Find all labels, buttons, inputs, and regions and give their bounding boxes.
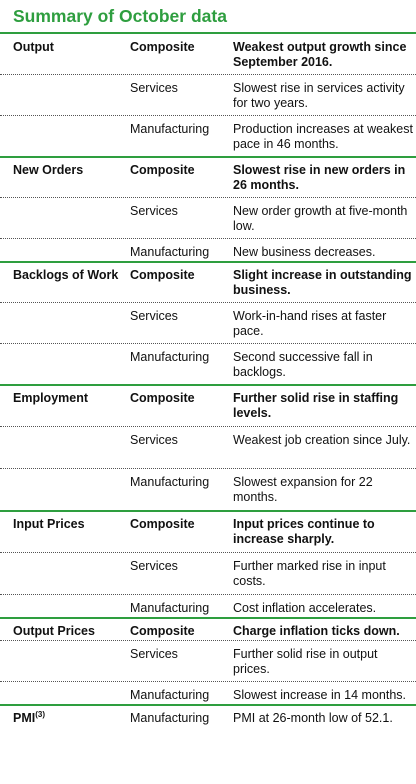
summary-text: Slowest increase in 14 months.: [233, 688, 407, 702]
section-label: Output Prices: [13, 624, 95, 638]
page-title: Summary of October data: [13, 6, 227, 26]
table-row: Services Further solid rise in output pri…: [0, 641, 416, 682]
section-divider: [0, 704, 416, 706]
title-rule: [0, 32, 416, 34]
sector-label: Composite: [130, 268, 195, 282]
table-row: Services New order growth at five-month l…: [0, 198, 416, 239]
summary-text: Further solid rise in output prices.: [233, 647, 378, 676]
row-divider: [0, 74, 416, 75]
summary-text: Cost inflation accelerates.: [233, 601, 377, 615]
summary-text: Slowest expansion for 22 months.: [233, 475, 373, 504]
row-divider: [0, 115, 416, 116]
row-divider: [0, 238, 416, 239]
table-row: Backlogs of Work Composite Slight increase…: [0, 262, 416, 303]
summary-text: Slowest rise in new orders in 26 months.: [233, 163, 406, 192]
row-divider: [0, 594, 416, 595]
summary-text: Further marked rise in input costs.: [233, 559, 386, 588]
table-row: Manufacturing Second successive fall in b…: [0, 344, 416, 385]
sector-label: Services: [130, 559, 178, 573]
summary-text: Second successive fall in backlogs.: [233, 350, 373, 379]
table-row: Output Prices Composite Charge inflation t…: [0, 618, 416, 641]
row-divider: [0, 468, 416, 469]
sector-label: Manufacturing: [130, 601, 210, 615]
sector-label: Composite: [130, 40, 195, 54]
table-row: New Orders Composite Slowest rise in new o…: [0, 157, 416, 198]
summary-text: Slight increase in outstanding business.: [233, 268, 412, 297]
sector-label: Services: [130, 309, 178, 323]
section-divider: [0, 261, 416, 263]
summary-text: Slowest rise in services activity for tw…: [233, 81, 405, 110]
section-label: New Orders: [13, 163, 84, 177]
sector-label: Composite: [130, 391, 195, 405]
section-label: Output: [13, 40, 54, 54]
table-row: Services Slowest rise in services activit…: [0, 75, 416, 116]
section-divider: [0, 384, 416, 386]
row-divider: [0, 640, 416, 641]
table-row: Employment Composite Further solid rise in…: [0, 385, 416, 427]
section-label: Input Prices: [13, 517, 85, 531]
table-row: Manufacturing Production increases at wea…: [0, 116, 416, 157]
row-divider: [0, 681, 416, 682]
sector-label: Services: [130, 433, 178, 447]
table-row: Services Work-in-hand rises at faster pac…: [0, 303, 416, 344]
summary-text: Weakest output growth since September 20…: [233, 40, 407, 69]
sector-label: Composite: [130, 624, 195, 638]
row-divider: [0, 302, 416, 303]
table-row: Services Weakest job creation since July.: [0, 427, 416, 469]
table-row: PMI(3) Manufacturing PMI at 26-month low o…: [0, 705, 416, 728]
table-row: Manufacturing New business decreases.: [0, 239, 416, 262]
sector-label: Services: [130, 204, 178, 218]
section-label: Employment: [13, 391, 89, 405]
table-row: Manufacturing Slowest expansion for 22 mo…: [0, 469, 416, 511]
footnote-marker: (3): [35, 709, 46, 719]
table-row: Input Prices Composite Input prices contin…: [0, 511, 416, 553]
section-label: Backlogs of Work: [13, 268, 119, 282]
row-divider: [0, 197, 416, 198]
section-label: PMI(3): [13, 709, 46, 725]
summary-text: Input prices continue to increase sharpl…: [233, 517, 375, 546]
sector-label: Services: [130, 647, 178, 661]
summary-text: New order growth at five-month low.: [233, 204, 408, 233]
summary-text: PMI at 26-month low of 52.1.: [233, 711, 393, 725]
sector-label: Composite: [130, 163, 195, 177]
sector-label: Manufacturing: [130, 688, 210, 702]
sector-label: Manufacturing: [130, 122, 210, 136]
summary-text: Weakest job creation since July.: [233, 433, 411, 447]
sector-label: Manufacturing: [130, 475, 210, 489]
section-divider: [0, 156, 416, 158]
row-divider: [0, 552, 416, 553]
summary-text: New business decreases.: [233, 245, 376, 259]
section-divider: [0, 510, 416, 512]
table-row: Manufacturing Slowest increase in 14 mont…: [0, 682, 416, 705]
sector-label: Manufacturing: [130, 245, 210, 259]
summary-text: Production increases at weakest pace in …: [233, 122, 413, 151]
summary-text: Charge inflation ticks down.: [233, 624, 400, 638]
summary-text: Work-in-hand rises at faster pace.: [233, 309, 387, 338]
table-row: Manufacturing Cost inflation accelerates.: [0, 595, 416, 618]
sector-label: Services: [130, 81, 178, 95]
row-divider: [0, 426, 416, 427]
sector-label: Manufacturing: [130, 711, 210, 725]
row-divider: [0, 343, 416, 344]
sector-label: Composite: [130, 517, 195, 531]
summary-text: Further solid rise in staffing levels.: [233, 391, 399, 420]
sector-label: Manufacturing: [130, 350, 210, 364]
table-row: Services Further marked rise in input cos…: [0, 553, 416, 595]
section-divider: [0, 617, 416, 619]
table-row: Output Composite Weakest output growth sin…: [0, 34, 416, 75]
